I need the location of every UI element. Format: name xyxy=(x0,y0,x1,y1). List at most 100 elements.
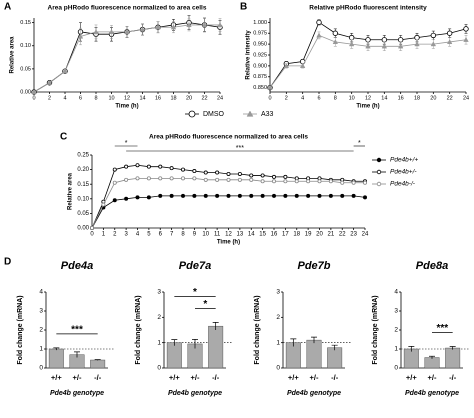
panel-label: D xyxy=(4,257,11,268)
marker xyxy=(192,176,197,181)
x-tick-label: 6 xyxy=(79,95,82,101)
x-tick-label: 4 xyxy=(301,95,304,101)
x-tick-label: 18 xyxy=(293,232,300,238)
y-tick-label: 0.10 xyxy=(20,43,31,49)
marker xyxy=(267,84,273,90)
y-tick-label: 0.20 xyxy=(77,167,89,173)
marker xyxy=(381,37,388,43)
y-tick-label: 0.15 xyxy=(77,182,89,188)
legend-label: DMSO xyxy=(203,111,225,118)
marker xyxy=(180,176,185,181)
marker xyxy=(271,174,276,179)
marker xyxy=(446,39,453,45)
x-tick-label: 14 xyxy=(248,232,255,238)
significance-label: * xyxy=(125,140,128,147)
significance-label: *** xyxy=(236,145,244,152)
marker xyxy=(108,29,115,34)
legend-marker xyxy=(376,157,382,163)
x-tick-label: -/- xyxy=(449,373,457,382)
bar xyxy=(166,342,182,369)
x-axis-title: Pde4b genotype xyxy=(50,390,104,397)
marker xyxy=(124,177,129,182)
x-tick-label: 10 xyxy=(349,95,355,101)
marker xyxy=(283,174,288,179)
x-axis-title: Pde4b genotype xyxy=(287,390,341,397)
marker xyxy=(430,32,437,39)
error-bar xyxy=(192,339,198,349)
x-tick-label: 0 xyxy=(268,95,271,101)
x-tick-label: 16 xyxy=(155,95,161,101)
marker xyxy=(169,193,174,198)
marker xyxy=(332,39,339,45)
x-tick-label: 17 xyxy=(282,232,289,238)
marker xyxy=(139,26,146,32)
marker xyxy=(180,167,185,172)
x-tick-label: 24 xyxy=(362,232,369,238)
error-bar xyxy=(53,347,60,351)
y-tick-label: 2 xyxy=(157,314,161,321)
x-tick-label: 2 xyxy=(113,232,117,238)
y-axis-title: Fold change (mRNA) xyxy=(17,295,24,364)
marker xyxy=(226,171,231,176)
error-bar xyxy=(94,359,101,361)
significance-label: * xyxy=(358,140,361,147)
marker xyxy=(101,202,106,207)
marker xyxy=(294,193,299,198)
marker xyxy=(77,33,84,39)
marker xyxy=(146,176,151,181)
marker xyxy=(93,29,99,34)
legend-label: Pde4b+/- xyxy=(390,169,417,176)
marker xyxy=(316,32,322,38)
y-tick-label: 2 xyxy=(276,314,280,321)
x-tick-label: +/+ xyxy=(169,373,180,382)
x-tick-label: 22 xyxy=(447,95,453,101)
legend-marker xyxy=(376,181,382,187)
series-line xyxy=(91,177,365,229)
bar xyxy=(424,357,440,369)
legend-marker xyxy=(376,169,382,175)
x-tick-label: +/+ xyxy=(288,373,299,382)
chart-title: Pde7b xyxy=(297,260,330,272)
panel-label: C xyxy=(60,132,67,143)
y-tick-label: 0.15 xyxy=(20,20,31,26)
marker xyxy=(446,30,453,36)
marker xyxy=(124,164,129,169)
y-axis-title: Fold change (mRNA) xyxy=(372,295,379,364)
x-tick-label: 19 xyxy=(305,232,312,238)
x-tick-label: 6 xyxy=(317,95,320,101)
marker xyxy=(249,193,254,198)
x-tick-label: 0 xyxy=(90,232,94,238)
y-tick-label: 1 xyxy=(39,346,43,353)
marker xyxy=(463,36,469,42)
x-tick-label: 22 xyxy=(339,232,346,238)
x-tick-label: 10 xyxy=(108,95,114,101)
y-axis-title: Fold change (mRNA) xyxy=(254,295,261,364)
marker xyxy=(362,195,367,200)
marker xyxy=(317,193,322,198)
marker xyxy=(186,22,192,28)
marker xyxy=(215,193,220,198)
marker xyxy=(146,164,151,169)
marker xyxy=(112,198,117,203)
marker xyxy=(155,24,161,30)
y-tick-label: 0.00 xyxy=(20,89,31,95)
chart-title: Pde7a xyxy=(179,260,211,272)
marker xyxy=(397,37,404,43)
marker xyxy=(351,193,356,198)
error-bar xyxy=(311,336,317,344)
x-tick-label: 0 xyxy=(32,95,35,101)
marker xyxy=(217,22,223,28)
x-tick-label: +/- xyxy=(428,373,437,382)
marker xyxy=(180,193,185,198)
bar xyxy=(90,359,106,369)
y-tick-label: 3 xyxy=(394,308,398,315)
marker xyxy=(365,43,371,49)
x-tick-label: +/- xyxy=(73,373,82,382)
error-bar xyxy=(408,345,415,352)
bar xyxy=(48,348,64,369)
y-tick-label: 0.25 xyxy=(77,153,89,159)
marker xyxy=(365,37,371,43)
marker xyxy=(260,179,265,184)
legend-label: Pde4b+/+ xyxy=(390,157,418,164)
